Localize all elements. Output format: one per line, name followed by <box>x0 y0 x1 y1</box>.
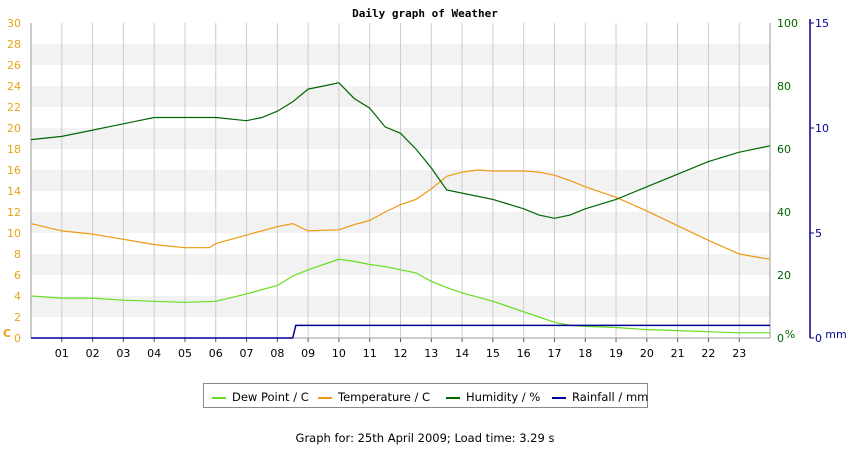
x-tick-label: 22 <box>701 347 715 360</box>
x-tick-label: 10 <box>332 347 346 360</box>
series-line-dew-point <box>30 258 770 334</box>
left-tick-label: 2 <box>14 311 21 324</box>
right2-tick-label: 0 <box>815 332 822 345</box>
right1-tick-label: 100 <box>777 17 798 30</box>
legend-swatch-humidity <box>446 396 460 399</box>
right2-tick-label: 10 <box>815 122 829 135</box>
left-tick-label: 6 <box>14 269 21 282</box>
legend-item-temperature: Temperature / C <box>318 390 430 404</box>
graph-footer: Graph for: 25th April 2009; Load time: 3… <box>295 431 555 445</box>
axis-units: C % mm <box>3 327 847 341</box>
left-tick-label: 18 <box>7 143 21 156</box>
x-tick-label: 12 <box>394 347 408 360</box>
legend-label-rainfall: Rainfall / mm <box>572 390 649 404</box>
grid-lines <box>61 23 740 338</box>
right1-tick-label: 80 <box>777 80 791 93</box>
left-tick-label: 28 <box>7 38 21 51</box>
right2-tick-label: 15 <box>815 17 829 30</box>
x-tick-label: 14 <box>455 347 469 360</box>
right1-unit-label: % <box>785 328 795 341</box>
x-tick-label: 06 <box>209 347 223 360</box>
legend-swatch-dew-point <box>212 396 226 399</box>
series-line-temperature <box>30 169 771 260</box>
legend-label-humidity: Humidity / % <box>466 390 541 404</box>
chart-title: Daily graph of Weather <box>352 7 498 20</box>
left-tick-label: 8 <box>14 248 21 261</box>
x-tick-label: 05 <box>178 347 192 360</box>
x-tick-label: 16 <box>517 347 531 360</box>
legend-label-dew-point: Dew Point / C <box>232 390 309 404</box>
x-tick-label: 07 <box>240 347 254 360</box>
left-tick-label: 16 <box>7 164 21 177</box>
legend-item-humidity: Humidity / % <box>446 390 540 404</box>
x-tick-label: 03 <box>116 347 130 360</box>
right1-tick-label: 20 <box>777 269 791 282</box>
right-axis-mm: 0 5 10 15 <box>809 17 829 345</box>
x-tick-label: 20 <box>640 347 654 360</box>
right1-tick-label: 0 <box>777 332 784 345</box>
x-tick-label: 17 <box>547 347 561 360</box>
left-tick-label: 0 <box>14 332 21 345</box>
legend-label-temperature: Temperature / C <box>338 390 431 404</box>
legend-item-rainfall: Rainfall / mm <box>552 390 648 404</box>
series-line-humidity <box>30 82 771 219</box>
x-tick-label: 23 <box>732 347 746 360</box>
x-axis-hours: 01 02 03 04 05 06 07 08 09 10 11 12 13 14 15 16 17 18 19 20… <box>31 337 770 360</box>
series-lines <box>30 82 771 339</box>
x-tick-label: 19 <box>609 347 623 360</box>
series-line-rainfall <box>31 324 770 339</box>
left-tick-label: 30 <box>7 17 21 30</box>
x-tick-label: 02 <box>86 347 100 360</box>
right1-tick-label: 60 <box>777 143 791 156</box>
right2-tick-label: 5 <box>815 227 822 240</box>
left-tick-label: 24 <box>7 80 21 93</box>
legend-item-dew-point: Dew Point / C <box>212 390 309 404</box>
x-tick-label: 09 <box>301 347 315 360</box>
left-unit-label: C <box>3 327 11 340</box>
left-tick-label: 20 <box>7 122 21 135</box>
left-tick-label: 26 <box>7 59 21 72</box>
x-tick-label: 18 <box>578 347 592 360</box>
x-tick-label: 08 <box>270 347 284 360</box>
left-tick-label: 10 <box>7 227 21 240</box>
legend-swatch-rainfall <box>552 396 566 399</box>
right-axis-percent: 0 20 40 60 80 100 <box>769 17 798 345</box>
x-tick-label: 01 <box>55 347 69 360</box>
left-tick-label: 14 <box>7 185 21 198</box>
left-tick-label: 12 <box>7 206 21 219</box>
left-tick-label: 22 <box>7 101 21 114</box>
x-tick-label: 21 <box>671 347 685 360</box>
right2-unit-label: mm <box>825 328 846 341</box>
x-tick-label: 13 <box>424 347 438 360</box>
left-tick-label: 4 <box>14 290 21 303</box>
x-tick-label: 04 <box>147 347 161 360</box>
legend-swatch-temperature <box>318 396 332 399</box>
x-tick-label: 11 <box>363 347 377 360</box>
right1-tick-label: 40 <box>777 206 791 219</box>
legend: Dew Point / C Temperature / C Humidity /… <box>203 383 648 408</box>
x-tick-label: 15 <box>486 347 500 360</box>
